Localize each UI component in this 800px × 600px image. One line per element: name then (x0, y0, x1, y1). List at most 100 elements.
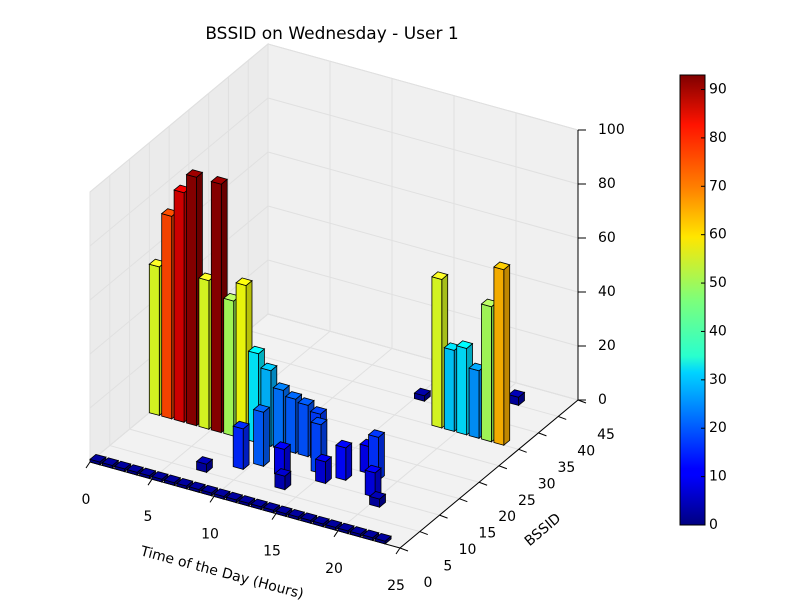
grid-line (109, 445, 420, 533)
bar-front (223, 297, 235, 437)
bar-side (242, 423, 250, 471)
x-tick (395, 547, 401, 555)
bar (335, 439, 353, 482)
bar-front (272, 387, 284, 451)
y-tick-label: 0 (424, 575, 433, 591)
bar (493, 261, 511, 447)
bar (250, 498, 268, 511)
bar (213, 488, 231, 501)
y-tick-label: 5 (443, 559, 452, 575)
y-tick (558, 415, 567, 420)
bar-top (337, 522, 355, 532)
y-tick (518, 448, 527, 453)
bar (364, 464, 382, 499)
bar-top (225, 491, 244, 501)
bar-top (175, 477, 194, 487)
x-tick-label: 25 (387, 578, 405, 594)
z-tick-label: 60 (598, 230, 616, 246)
bar-top (250, 498, 268, 508)
bar-front (148, 263, 160, 416)
y-tick-label: 15 (478, 526, 496, 542)
y-tick-label: 25 (518, 493, 536, 509)
bar-top (297, 397, 315, 406)
grid-line (267, 259, 579, 347)
z-tick-label: 80 (598, 176, 616, 192)
bar-top (89, 453, 107, 463)
bar-front (335, 444, 347, 481)
bar-top (200, 484, 219, 494)
colorbar (679, 74, 706, 526)
bar (413, 387, 432, 403)
bar (237, 495, 256, 507)
z-tick-label: 20 (598, 338, 616, 354)
bar-top (126, 464, 144, 473)
bar (195, 456, 214, 474)
bar-top (335, 439, 353, 449)
y-tick (399, 547, 409, 552)
colorbar-tick-label: 70 (709, 178, 727, 194)
bar-top (374, 533, 392, 542)
bar-front (297, 402, 309, 458)
bar (126, 464, 144, 476)
colorbar-tick-label: 80 (709, 130, 727, 146)
colorbar-tick-label: 90 (709, 82, 727, 98)
y-tick-label: 35 (558, 460, 576, 476)
x-tick-label: 0 (82, 492, 91, 508)
bar-top (284, 391, 303, 400)
bar-top (349, 526, 368, 535)
bar (232, 420, 250, 471)
bar-front (443, 347, 455, 432)
bar (299, 512, 318, 525)
bar-front (232, 425, 244, 470)
bar-front (481, 303, 492, 443)
colorbar-tick-label: 10 (709, 469, 727, 485)
bar (175, 477, 194, 490)
bar (89, 453, 107, 466)
bar (324, 519, 343, 531)
x-tick (209, 496, 215, 503)
grid-line (267, 97, 579, 185)
colorbar-tick-label: 50 (709, 275, 727, 291)
bar-front (198, 277, 210, 430)
bar-top (188, 481, 206, 491)
bar-top (431, 271, 449, 280)
bar-top (237, 495, 256, 504)
bar-top (274, 468, 292, 477)
bar (314, 453, 333, 485)
bar-top (247, 345, 266, 355)
y-tick-label: 10 (459, 542, 477, 558)
bar-top (273, 441, 292, 450)
bar-top (185, 169, 204, 178)
bar-top (113, 460, 132, 470)
colorbar-tick-label: 30 (709, 372, 727, 388)
bar-side (263, 406, 270, 468)
x-tick (147, 478, 153, 486)
bar-front (253, 408, 264, 467)
bar-top (361, 529, 380, 539)
bar-front (161, 213, 173, 420)
z-tick-label: 0 (598, 392, 607, 408)
x-tick-label: 10 (201, 526, 219, 542)
bar-front (210, 180, 222, 434)
bar-top (368, 491, 387, 500)
bar (113, 460, 132, 473)
bar (368, 491, 387, 509)
bar-top (163, 474, 182, 484)
chart-title: BSSID on Wednesday - User 1 (205, 24, 458, 44)
bar-top (455, 340, 474, 349)
bar-front (173, 189, 185, 423)
x-tick-label: 5 (144, 509, 153, 525)
bar-top (309, 406, 328, 415)
bar (252, 404, 271, 468)
bar-top (210, 176, 229, 185)
bar-front (186, 174, 197, 427)
bar (188, 481, 206, 494)
grid-line (267, 205, 579, 293)
bar-front (468, 367, 480, 439)
bar-front (456, 345, 468, 436)
grid-line (267, 43, 579, 131)
bar (151, 471, 169, 483)
bar (101, 457, 120, 470)
